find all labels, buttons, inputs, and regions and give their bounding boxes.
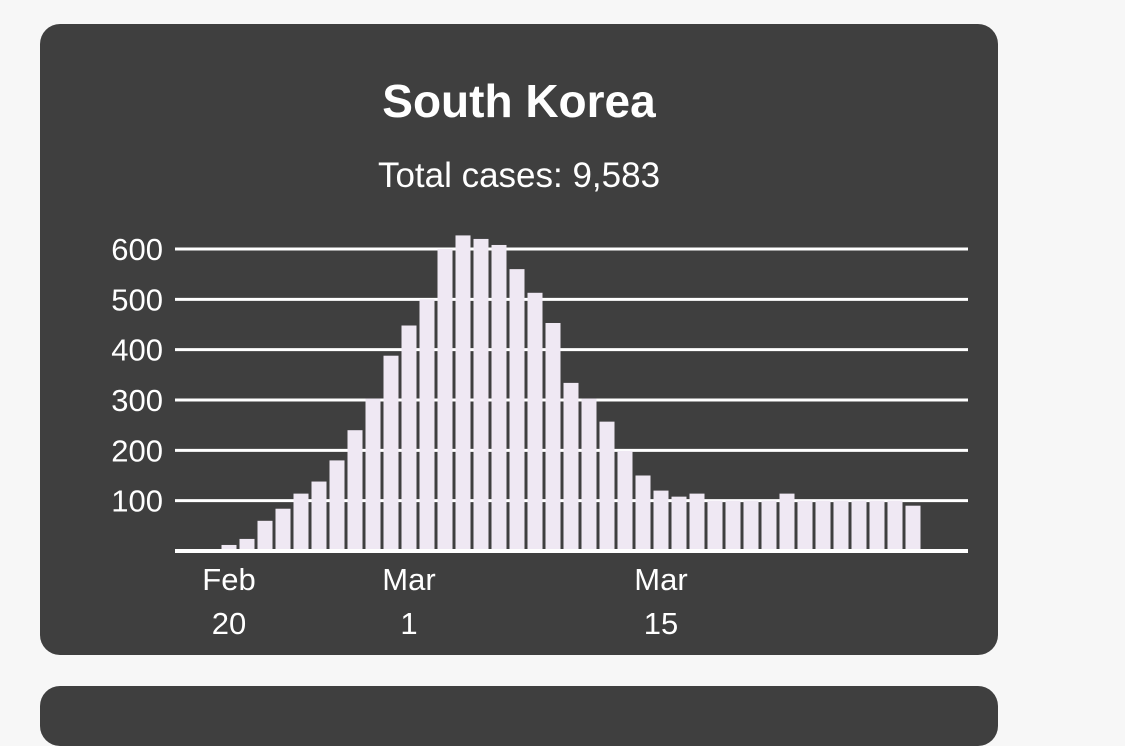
bar [869,500,885,551]
x-tick-label: 1 [400,606,417,641]
bar [455,235,471,551]
chart-subtitle: Total cases: 9,583 [377,156,661,195]
y-tick-label: 500 [111,282,163,317]
bar [671,496,687,551]
x-tick-label: 20 [212,606,246,641]
bar [635,475,651,551]
x-tick-label: Feb [202,562,255,597]
bar [473,238,489,551]
bar [761,500,777,551]
bar [779,493,795,551]
bar [437,249,453,551]
bar [491,244,507,551]
bar [797,500,813,551]
x-tick-label: Mar [634,562,687,597]
bar [689,493,705,551]
bar [365,398,381,551]
bar [599,421,615,551]
bar [221,544,237,551]
bar [887,500,903,551]
bar [545,322,561,551]
bar [257,520,273,551]
bar [905,505,921,551]
bar [275,508,291,551]
bar [293,493,309,551]
y-tick-label: 600 [111,232,163,267]
bar [653,490,669,551]
bar [617,450,633,551]
bar [527,292,543,551]
bar [347,430,363,551]
bar [851,500,867,551]
bar [239,538,255,551]
bar [743,500,759,551]
bar [311,481,327,551]
bar [419,299,435,551]
bar [509,269,525,551]
chart-title: South Korea [382,75,656,127]
y-tick-label: 300 [111,383,163,418]
bar [383,355,399,551]
y-tick-label: 200 [111,433,163,468]
bar [815,500,831,551]
bar [833,500,849,551]
bar [581,398,597,551]
bar [563,382,579,551]
bar [725,500,741,551]
bar [401,325,417,551]
x-tick-label: Mar [382,562,435,597]
bar [707,500,723,551]
bar-chart: 100 200 300 400 500 600 Feb 20 Mar 1 Mar 15 [111,232,968,641]
y-tick-label: 100 [111,484,163,519]
x-tick-label: 15 [644,606,678,641]
y-tick-label: 400 [111,333,163,368]
bar [329,460,345,551]
